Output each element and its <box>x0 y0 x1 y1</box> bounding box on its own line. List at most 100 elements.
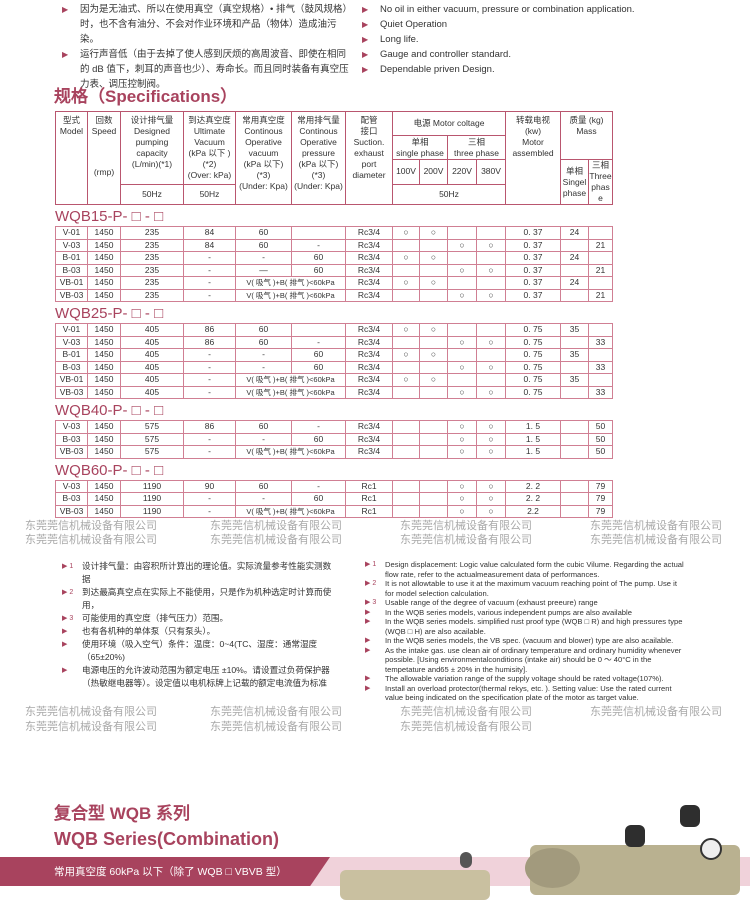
table-cell: 0. 37 <box>505 238 561 252</box>
note-item: ▶ 1 设计排气量：由容积所计算出的理论值。实际流量参考性能实测数据 <box>62 560 332 586</box>
header-text: 常用排气量 <box>297 115 340 125</box>
note-text: In the WQB series models, various indepe… <box>385 607 632 617</box>
header-text: Operative <box>245 137 282 147</box>
note-text: It is not allowtable to use it at the ma… <box>385 579 677 598</box>
table-cell: V-03 <box>55 335 88 349</box>
table-cell: - <box>235 348 292 362</box>
triangle-bullet-icon: ▶ <box>362 65 369 74</box>
table-cell: 2. 2 <box>505 479 561 493</box>
table-cell: 35 <box>560 323 589 337</box>
table-cell <box>419 360 448 374</box>
triangle-bullet-icon: ▶ <box>365 675 371 682</box>
table-cell <box>588 276 613 290</box>
table-row: B-03 1450 235- —60 Rc3/4 ○ ○ 0. 37 21 <box>55 263 613 277</box>
table-cell <box>392 420 420 434</box>
table-cell: ○ <box>476 335 506 349</box>
table-cell: Rc3/4 <box>345 263 393 277</box>
triangle-bullet-icon: ▶ <box>362 20 369 29</box>
table-cell <box>419 504 448 518</box>
table-cell: 50 <box>588 432 613 446</box>
table-cell: 60 <box>291 348 346 362</box>
header-text: phase <box>591 182 610 203</box>
table-cell <box>447 323 477 337</box>
header-text: three phase <box>454 147 499 158</box>
series-title: WQB15-P- □ - □ <box>55 208 164 225</box>
table-cell: Rc3/4 <box>345 445 393 459</box>
table-cell: - <box>183 504 236 518</box>
table-cell: 60 <box>291 492 346 506</box>
header-text: exhaust <box>354 148 384 158</box>
note-marker: 3 <box>69 615 74 622</box>
table-cell: 0. 75 <box>505 373 561 387</box>
table-cell: Rc1 <box>345 492 393 506</box>
table-cell: ○ <box>476 445 506 459</box>
header-text: (*3) <box>256 170 271 180</box>
note-text: In the WQB series models. simplified rus… <box>385 617 683 636</box>
table-cell: - <box>183 263 236 277</box>
table-cell: 0. 37 <box>505 226 561 240</box>
table-cell: 24 <box>560 276 589 290</box>
table-cell: Rc3/4 <box>345 251 393 265</box>
header-text: (Under: Kpa) <box>294 181 343 191</box>
feature-text: 运行声音低（由于去掉了使人感到厌烦的高周波音、即使在相同的 dB 值下，刺耳的声… <box>80 49 349 90</box>
table-cell: B-03 <box>55 263 88 277</box>
table-cell: 405 <box>120 385 184 399</box>
table-cell <box>476 323 506 337</box>
table-cell: 0. 37 <box>505 288 561 302</box>
table-cell: V-03 <box>55 238 88 252</box>
table-cell: 235 <box>120 238 184 252</box>
table-cell: 60 <box>235 226 292 240</box>
table-cell: — <box>235 263 292 277</box>
header-text: Vacuum <box>194 137 225 147</box>
table-cell: ○ <box>447 238 477 252</box>
header-text: (kPa 以下 ) <box>188 148 231 158</box>
table-cell <box>419 288 448 302</box>
spec-section: 型式 Model 回数 Speed (rmp) 设计排气量 Designed pumpin… <box>55 111 614 518</box>
table-cell: ○ <box>476 238 506 252</box>
table-cell: - <box>235 251 292 265</box>
table-cell: 24 <box>560 251 589 265</box>
table-cell <box>560 288 589 302</box>
table-cell: - <box>291 335 346 349</box>
table-cell: 1. 5 <box>505 445 561 459</box>
table-cell: 1190 <box>120 492 184 506</box>
table-cell: VB-01 <box>55 276 88 290</box>
table-cell: - <box>235 432 292 446</box>
table-cell <box>392 479 420 493</box>
header-text: 设计排气量 <box>130 115 174 125</box>
table-cell: V( 吸气 )+B( 排气 )<60kPa <box>235 504 346 518</box>
watermark: 东莞莞信机械设备有限公司 <box>25 520 157 532</box>
table-cell: 86 <box>183 335 236 349</box>
table-cell: 90 <box>183 479 236 493</box>
watermark: 东莞莞信机械设备有限公司 <box>25 705 157 718</box>
header-text: 到达真空度 <box>188 115 231 125</box>
header-text: 转载电视 <box>515 115 550 125</box>
table-cell: 405 <box>120 335 184 349</box>
triangle-bullet-icon: ▶ 2 <box>365 580 377 587</box>
header-model: 型式 Model <box>55 111 88 205</box>
bottom-title-en: WQB Series(Combination) <box>54 829 280 849</box>
table-cell: 60 <box>235 238 292 252</box>
watermark: 东莞莞信机械设备有限公司 <box>590 534 722 546</box>
table-cell: ○ <box>476 263 506 277</box>
table-row: B-01 1450 235- -60 Rc3/4 ○ ○ 0. 37 24 <box>55 251 613 265</box>
table-row: VB-01 1450 405- V( 吸气 )+B( 排气 )<60kPa Rc3/4 ○… <box>55 373 613 387</box>
header-text: capacity <box>136 148 168 158</box>
triangle-bullet-icon: ▶ <box>365 646 371 654</box>
table-cell: VB-03 <box>55 385 88 399</box>
watermark: 东莞莞信机械设备有限公司 <box>590 520 722 532</box>
triangle-bullet-icon: ▶ <box>365 684 371 692</box>
triangle-bullet-icon: ▶ 1 <box>62 563 74 570</box>
table-cell: Rc1 <box>345 479 393 493</box>
table-cell: - <box>183 373 236 387</box>
table-cell: ○ <box>392 276 420 290</box>
table-cell: ○ <box>392 348 420 362</box>
table-cell: 79 <box>588 492 613 506</box>
table-cell: 60 <box>291 360 346 374</box>
table-cell: 1450 <box>87 420 121 434</box>
table-cell <box>419 238 448 252</box>
table-cell <box>447 373 477 387</box>
header-text: 常用真空度 <box>242 115 285 125</box>
note-item: ▶ 2 It is not allowtable to use it at the… <box>365 579 685 598</box>
table-cell: 1. 5 <box>505 420 561 434</box>
